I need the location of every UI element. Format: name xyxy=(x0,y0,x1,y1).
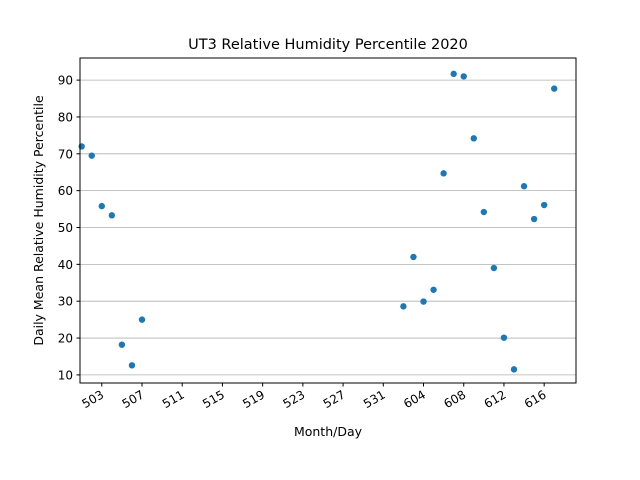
x-tick-label: 519 xyxy=(240,387,267,411)
data-point xyxy=(118,341,126,348)
data-point xyxy=(420,298,427,305)
y-tick-label: 70 xyxy=(58,147,73,161)
y-axis-label: Daily Mean Relative Humidity Percentile xyxy=(31,95,46,346)
x-tick-label: 523 xyxy=(281,387,308,411)
data-point xyxy=(78,143,85,150)
x-tick-label: 511 xyxy=(160,387,187,411)
y-tick-label: 40 xyxy=(58,258,73,272)
data-point xyxy=(410,253,417,261)
x-tick-label: 527 xyxy=(321,387,348,411)
data-point xyxy=(108,212,116,219)
y-tick-label: 20 xyxy=(58,332,73,346)
data-point xyxy=(440,170,447,177)
data-point xyxy=(500,334,508,341)
data-point xyxy=(480,208,488,216)
y-tick-label: 30 xyxy=(58,295,73,309)
data-point xyxy=(128,362,136,369)
plot-frame xyxy=(79,57,577,384)
x-tick-label: 604 xyxy=(401,387,428,411)
x-tick-label: 507 xyxy=(120,387,147,411)
data-point xyxy=(530,215,538,223)
x-tick-label: 515 xyxy=(200,387,227,411)
data-point xyxy=(540,201,548,209)
x-tick-label: 503 xyxy=(79,387,106,411)
data-point xyxy=(510,366,518,373)
data-point xyxy=(98,202,105,210)
y-tick-label: 10 xyxy=(58,368,73,382)
data-point xyxy=(490,264,498,272)
x-tick-label: 616 xyxy=(522,387,549,411)
data-point xyxy=(520,183,528,190)
data-point xyxy=(450,70,457,78)
y-tick-label: 60 xyxy=(58,184,73,198)
data-point xyxy=(470,135,477,142)
data-point xyxy=(400,303,407,310)
grid-lines xyxy=(80,79,576,376)
chart-title: UT3 Relative Humidity Percentile 2020 xyxy=(188,37,468,53)
y-tick-label: 80 xyxy=(58,110,73,124)
y-axis: 10 20 30 40 50 60 70 80 90 xyxy=(58,74,80,382)
data-point xyxy=(430,286,437,293)
data-point xyxy=(551,85,558,92)
data-point xyxy=(88,152,95,159)
y-tick-label: 90 xyxy=(58,74,73,88)
data-point xyxy=(460,73,467,80)
y-tick-label: 50 xyxy=(58,221,73,235)
data-points xyxy=(78,70,558,373)
x-tick-label: 531 xyxy=(361,387,388,411)
x-tick-label: 612 xyxy=(482,387,509,411)
data-point xyxy=(138,316,146,323)
x-axis-label: Month/Day xyxy=(294,424,363,439)
x-axis: 503 507 511 515 519 523 527 531 604 608 612 616 xyxy=(79,383,549,411)
x-tick-label: 608 xyxy=(441,387,468,411)
